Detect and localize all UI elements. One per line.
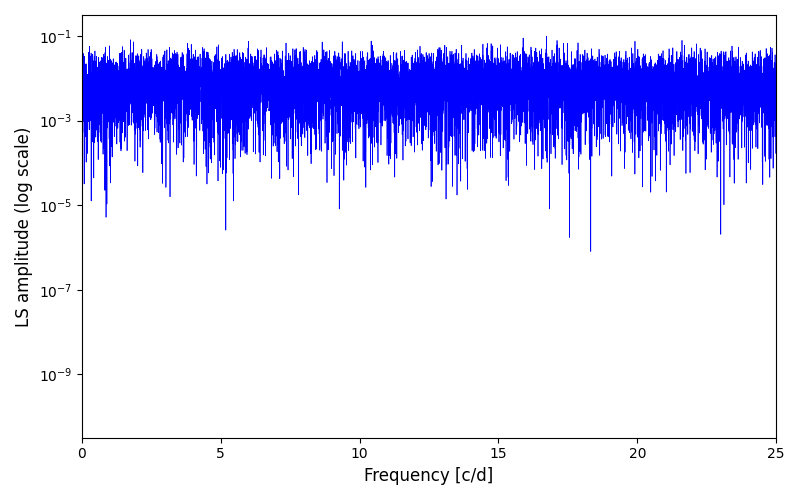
Y-axis label: LS amplitude (log scale): LS amplitude (log scale)	[15, 126, 33, 326]
X-axis label: Frequency [c/d]: Frequency [c/d]	[364, 467, 494, 485]
